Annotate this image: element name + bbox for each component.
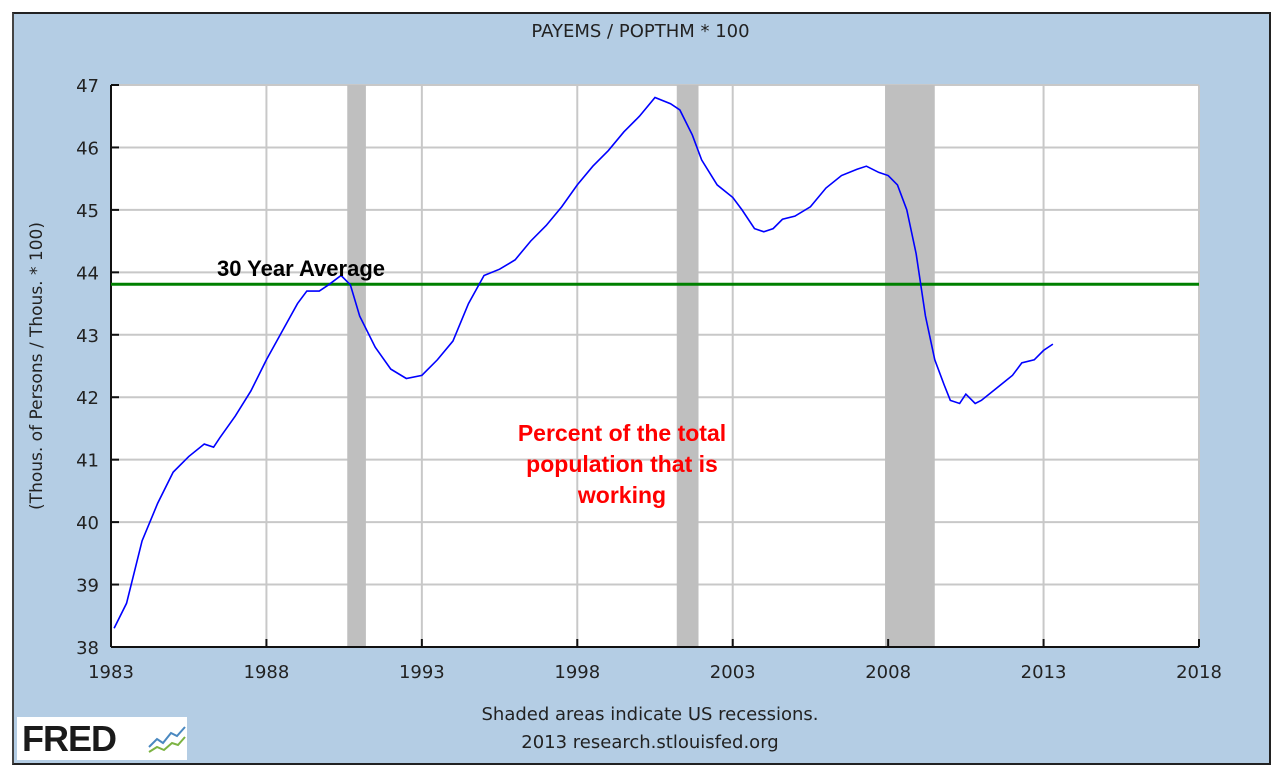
y-tick-label: 41 <box>76 451 99 472</box>
x-tick-label: 1988 <box>244 662 290 683</box>
y-axis-label: (Thous. of Persons / Thous. * 100) <box>27 222 47 510</box>
working-population-annotation: population that is <box>526 451 718 477</box>
x-tick-label: 1993 <box>399 662 445 683</box>
x-tick-label: 1998 <box>554 662 600 683</box>
recession-band <box>347 85 366 647</box>
x-tick-label: 2008 <box>865 662 911 683</box>
y-tick-label: 45 <box>76 201 99 222</box>
x-tick-label: 1983 <box>88 662 134 683</box>
y-tick-label: 43 <box>76 326 99 347</box>
working-population-annotation: working <box>577 482 666 508</box>
plot-background <box>111 85 1199 647</box>
source-note: 2013 research.stlouisfed.org <box>521 732 779 753</box>
average-annotation: 30 Year Average <box>217 256 385 281</box>
y-tick-label: 44 <box>76 263 99 284</box>
chart-title: PAYEMS / POPTHM * 100 <box>531 21 750 42</box>
y-tick-label: 40 <box>76 513 99 534</box>
fred-logo-text: FRED <box>22 718 117 759</box>
chart-graph-icon <box>148 726 186 753</box>
x-tick-label: 2018 <box>1176 662 1222 683</box>
recession-band <box>885 85 935 647</box>
recession-note: Shaded areas indicate US recessions. <box>481 704 819 725</box>
fred-logo[interactable]: FRED <box>17 717 187 760</box>
y-tick-label: 39 <box>76 576 99 597</box>
y-tick-label: 42 <box>76 388 99 409</box>
working-population-annotation: Percent of the total <box>518 420 726 446</box>
x-tick-label: 2013 <box>1021 662 1067 683</box>
recession-band <box>676 85 699 647</box>
y-tick-label: 46 <box>76 138 99 159</box>
y-tick-label: 47 <box>76 76 99 97</box>
y-tick-label: 38 <box>76 638 99 659</box>
data-line <box>113 96 1054 629</box>
x-tick-label: 2003 <box>710 662 756 683</box>
